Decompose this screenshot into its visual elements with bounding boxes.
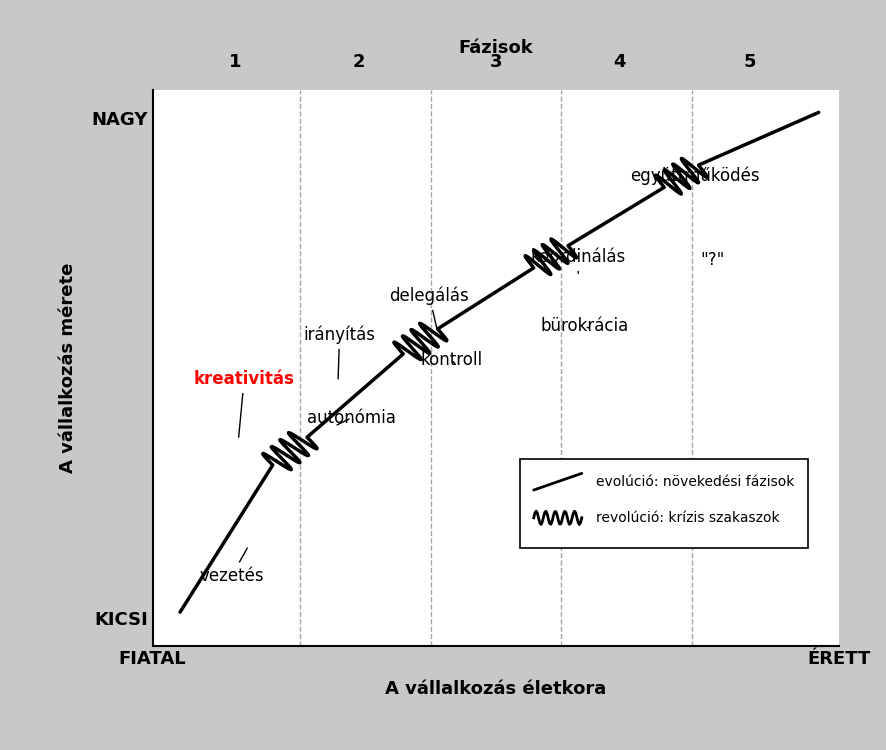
Text: 1: 1 bbox=[229, 53, 241, 70]
Text: autonómia: autonómia bbox=[307, 409, 396, 427]
Text: koordinálás: koordinálás bbox=[530, 248, 626, 274]
Text: kreativitás: kreativitás bbox=[194, 370, 295, 437]
Text: kontroll: kontroll bbox=[420, 350, 483, 368]
Text: bürokrácia: bürokrácia bbox=[540, 317, 629, 335]
Text: 4: 4 bbox=[613, 53, 626, 70]
Text: evolúció: növekedési fázisok: evolúció: növekedési fázisok bbox=[595, 475, 794, 489]
Text: delegálás: delegálás bbox=[390, 286, 470, 329]
Text: 3: 3 bbox=[490, 53, 502, 70]
FancyBboxPatch shape bbox=[520, 460, 808, 548]
Text: 5: 5 bbox=[743, 53, 757, 70]
Text: Fázisok: Fázisok bbox=[459, 39, 533, 57]
Text: irányítás: irányítás bbox=[304, 326, 376, 379]
Text: együttműködés: együttműködés bbox=[630, 167, 759, 185]
Text: 2: 2 bbox=[353, 53, 365, 70]
Text: vezetés: vezetés bbox=[199, 548, 264, 585]
Text: revolúció: krízis szakaszok: revolúció: krízis szakaszok bbox=[595, 511, 779, 525]
Text: "?": "?" bbox=[700, 251, 725, 268]
X-axis label: A vállalkozás életkora: A vállalkozás életkora bbox=[385, 680, 607, 698]
Y-axis label: A vállalkozás mérete: A vállalkozás mérete bbox=[59, 262, 77, 473]
